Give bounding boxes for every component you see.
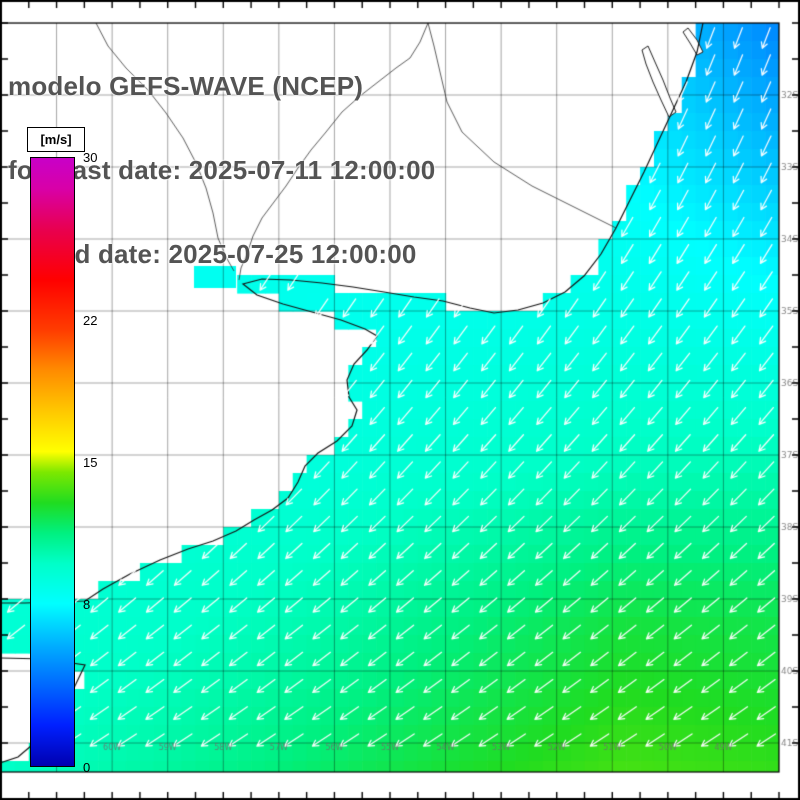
colorbar-tick-22: 22: [83, 313, 98, 328]
colorbar: [m/s] 30 22 15 8 0: [27, 127, 137, 782]
colorbar-tick-0: 0: [83, 760, 91, 775]
colorbar-tick-15: 15: [83, 455, 98, 470]
colorbar-tick-30: 30: [83, 150, 98, 165]
colorbar-tick-8: 8: [83, 597, 91, 612]
colorbar-gradient: [30, 157, 75, 767]
model-title: modelo GEFS-WAVE (NCEP): [8, 71, 364, 101]
colorbar-unit-label: [m/s]: [27, 127, 85, 152]
